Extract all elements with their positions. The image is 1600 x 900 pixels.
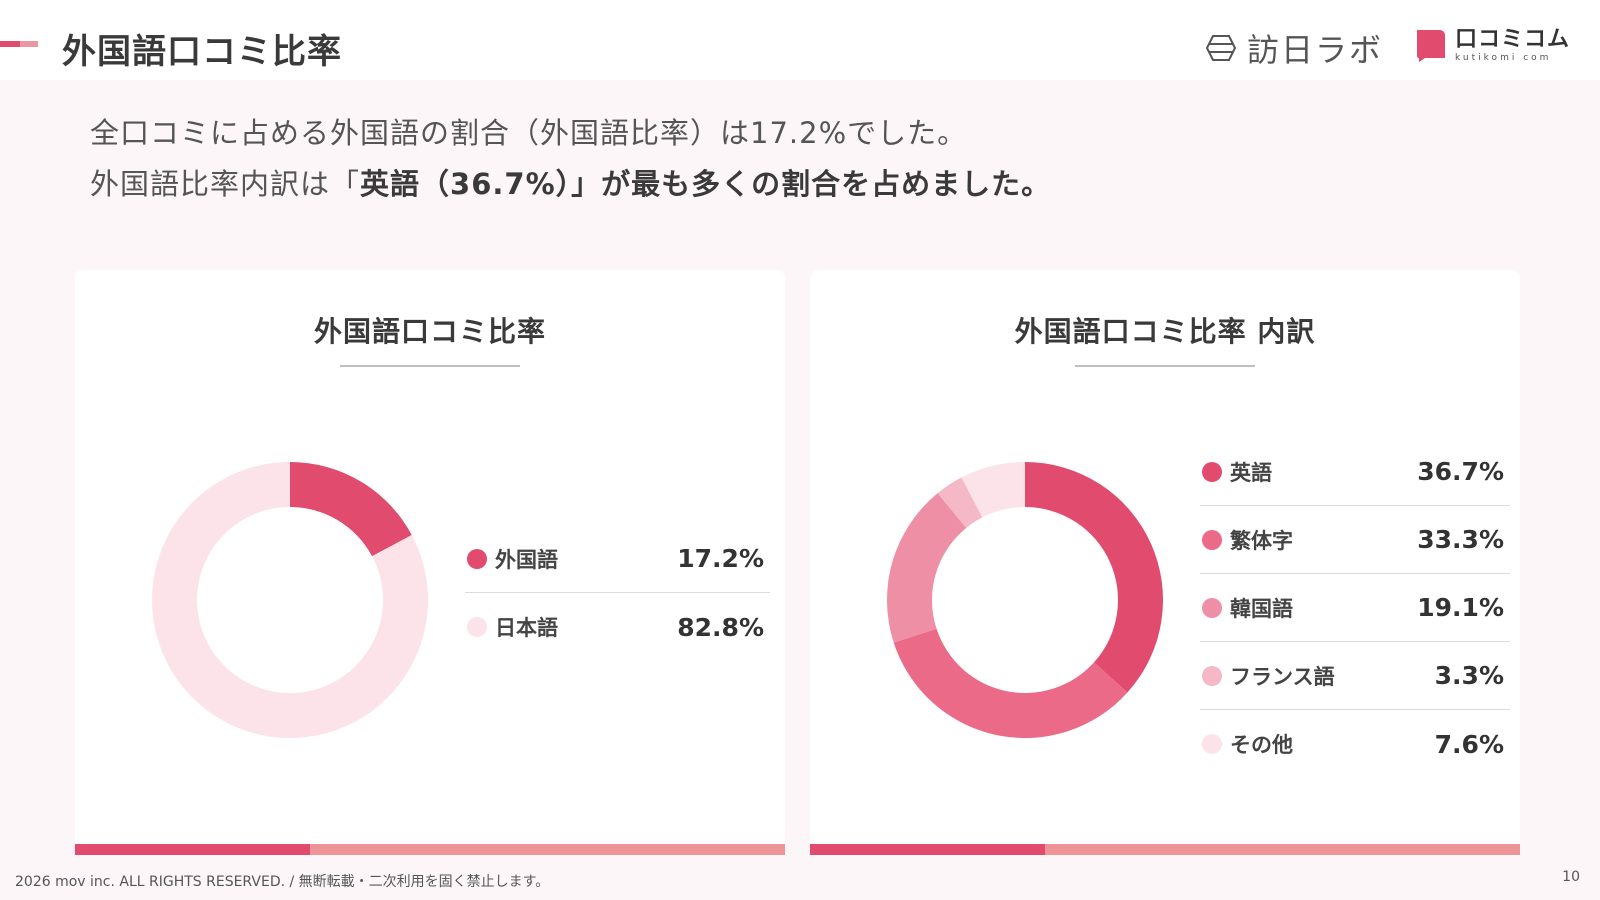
legend-row: 韓国語 19.1% [1200,574,1510,642]
legend-value: 7.6% [1434,729,1504,759]
donut-slice-3 [887,493,967,643]
legend-label: 繁体字 [1230,528,1293,553]
title-underline [1075,365,1255,367]
legend-value: 19.1% [1417,593,1504,622]
legend-label: 外国語 [495,547,558,572]
title-underline [340,365,520,367]
speech-bubble-icon [1417,30,1445,62]
legend-row: その他 7.6% [1200,710,1510,778]
legend-row: 英語 36.7% [1200,438,1510,506]
donut-slice-4 [937,477,983,528]
chart-legend: 英語 36.7% 繁体字 33.3% 韓国語 19.1% フランス語 3.3% その他 7.6% [1200,438,1510,778]
card-bottom-bar-light [310,844,785,855]
summary-line-2-emphasis: 英語（36.7%）」が最も多くの割合を占めました。 [360,167,1052,201]
page-title: 外国語口コミ比率 [62,32,342,72]
title-accent-bar [0,41,20,47]
donut-slice-5 [961,462,1025,518]
legend-label: フランス語 [1230,664,1335,689]
legend-row: 外国語 17.2% [465,525,770,593]
donut-chart [152,462,429,738]
donut-slice-1 [1025,462,1163,693]
hojilab-logo: 訪日ラボ [1205,28,1384,69]
donut-slice-2 [152,462,429,738]
legend-value: 3.3% [1434,661,1504,690]
chart-legend: 外国語 17.2% 日本語 82.8% [465,525,770,661]
foreign-ratio-card: 外国語口コミ比率 外国語 17.2% 日本語 82.8% [75,270,785,855]
page-number: 10 [1562,869,1580,885]
legend-swatch [1202,529,1222,550]
summary-line-2-prefix: 外国語比率内訳は「 [90,167,361,201]
header-bar: 外国語口コミ比率 訪日ラボ 口コミコム kutikomi com [0,0,1600,80]
legend-value: 82.8% [677,612,764,642]
kutikomi-logo-subtext: kutikomi com [1455,53,1552,63]
hexagon-icon [1205,35,1237,61]
legend-row: 繁体字 33.3% [1200,506,1510,574]
legend-label: 韓国語 [1230,596,1293,621]
hojilab-logo-text: 訪日ラボ [1247,31,1384,69]
legend-value: 33.3% [1417,525,1504,554]
card-bottom-bar [810,844,1045,855]
legend-swatch [467,548,487,569]
legend-label: 日本語 [495,616,558,640]
donut-chart [887,462,1163,738]
kutikomi-logo-text: 口コミコム [1455,27,1571,52]
legend-label: その他 [1230,733,1293,757]
legend-row: フランス語 3.3% [1200,642,1510,710]
donut-slice-1 [290,462,412,557]
foreign-breakdown-card: 外国語口コミ比率 内訳 英語 36.7% 繁体字 33.3% 韓国語 19.1% フランス語… [810,270,1520,855]
legend-value: 17.2% [677,544,764,573]
title-accent-bar-light [20,41,38,47]
summary-line-1: 全口コミに占める外国語の割合（外国語比率）は17.2%でした。 [90,116,968,150]
kutikomi-logo: 口コミコム kutikomi com [1415,28,1570,64]
legend-label: 英語 [1230,460,1272,485]
legend-row: 日本語 82.8% [465,593,770,661]
chart-title: 外国語口コミ比率 内訳 [1014,315,1316,348]
summary-line-2: 外国語比率内訳は「英語（36.7%）」が最も多くの割合を占めました。 [90,159,1051,210]
legend-swatch [1202,665,1222,686]
card-bottom-bar-light [1045,844,1520,855]
card-bottom-bar [75,844,310,855]
legend-swatch [1202,734,1222,754]
footer-copyright: 2026 mov inc. ALL RIGHTS RESERVED. / 無断転… [15,874,550,890]
legend-swatch [1202,461,1222,482]
legend-swatch [1202,597,1222,618]
donut-slice-2 [893,628,1128,738]
summary-text: 全口コミに占める外国語の割合（外国語比率）は17.2%でした。 外国語比率内訳は… [90,108,1051,210]
legend-value: 36.7% [1417,457,1504,486]
legend-swatch [467,617,487,637]
chart-title: 外国語口コミ比率 [313,315,546,348]
